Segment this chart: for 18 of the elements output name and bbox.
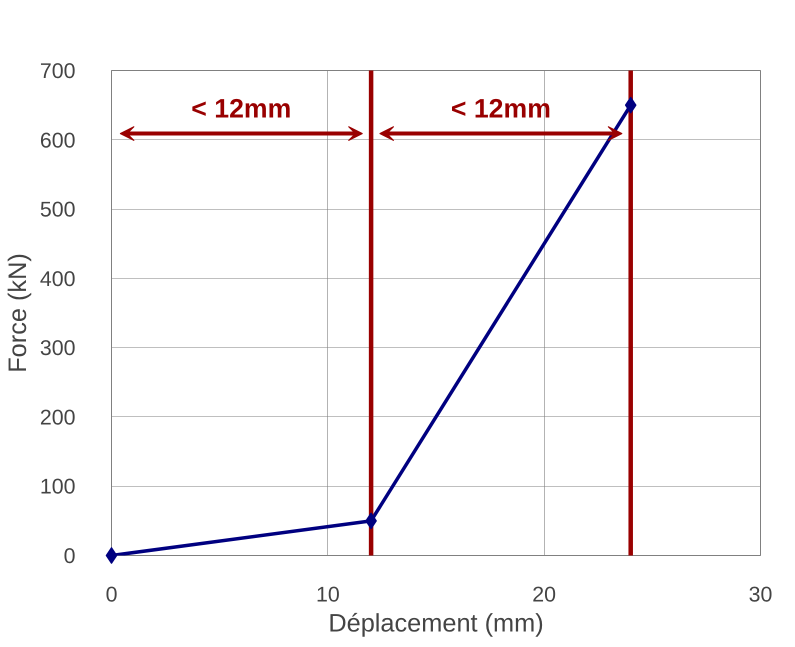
y-tick-label: 600	[40, 128, 76, 152]
y-tick-label: 400	[40, 266, 76, 291]
annotation: < 12mm	[450, 94, 551, 124]
y-tick-label: 0	[64, 544, 76, 568]
x-tick-label: 30	[748, 582, 772, 606]
x-axis-title: Déplacement (mm)	[328, 610, 544, 638]
y-tick-label: 700	[40, 59, 76, 83]
y-tick-label: 500	[40, 198, 76, 222]
x-tick-label: 20	[532, 582, 556, 606]
x-tick-label: 10	[316, 582, 340, 606]
point	[624, 96, 637, 114]
y-tick-label: 200	[40, 405, 76, 430]
y-axis-title: Force (kN)	[4, 253, 32, 373]
point	[106, 547, 118, 564]
y-tick-label: 100	[40, 474, 76, 499]
annotation: < 12mm	[191, 94, 292, 124]
x-tick-label: 0	[106, 582, 118, 606]
y-tick-label: 300	[40, 336, 76, 360]
